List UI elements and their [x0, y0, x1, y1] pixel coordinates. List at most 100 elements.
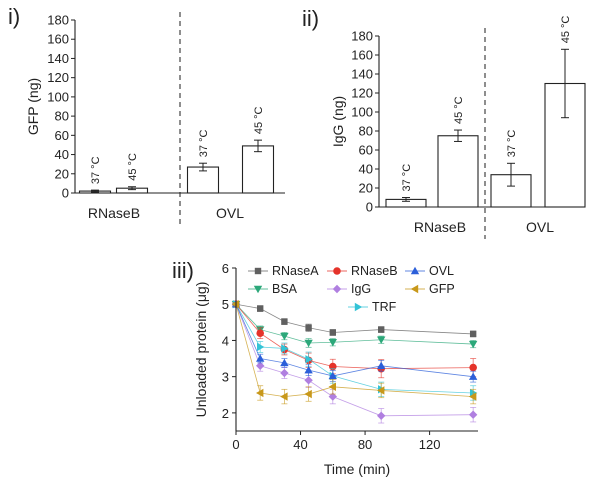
- x-tick-label: 80: [358, 437, 372, 452]
- bar: [241, 145, 275, 194]
- data-point: [281, 318, 288, 325]
- bar-temperature-label: 37 °C: [506, 130, 518, 158]
- data-point: [304, 339, 313, 348]
- bar-temperature-label: 37 °C: [90, 156, 102, 184]
- x-tick-label: 40: [293, 437, 307, 452]
- group-label: RNaseB: [414, 219, 466, 235]
- y-tick-label: 3: [222, 370, 229, 385]
- bar-panel-1: i) 0 20 40 60 80 100 120 140 160 180 GFP (ng) 37 °C 4…: [8, 4, 285, 225]
- y-tick-label: 0: [366, 200, 373, 215]
- y-axis-label: Unloaded protein (μg): [193, 282, 209, 418]
- y-tick-label: 0: [62, 186, 69, 201]
- data-point: [377, 336, 386, 344]
- data-point: [328, 392, 337, 401]
- bar-temperature-label: 45 °C: [560, 16, 572, 44]
- data-point: [280, 358, 289, 367]
- data-point: [468, 410, 478, 419]
- data-point: [304, 389, 312, 399]
- panel-label: i): [8, 4, 20, 29]
- legend-label: GFP: [429, 282, 455, 296]
- bar-temperature-label: 45 °C: [253, 106, 265, 134]
- data-point: [468, 392, 477, 401]
- data-point: [377, 386, 385, 395]
- bar: [437, 135, 479, 208]
- x-tick-label: 120: [419, 437, 441, 452]
- data-point: [328, 382, 336, 392]
- y-tick-label: 100: [47, 89, 69, 104]
- series-line: [235, 304, 474, 397]
- panel-label: ii): [302, 6, 319, 31]
- y-axis-label: GFP (ng): [25, 78, 41, 135]
- panel-label: iii): [172, 258, 194, 283]
- data-point: [257, 342, 265, 352]
- series-IgG: [231, 300, 478, 424]
- y-tick-label: 6: [222, 261, 229, 276]
- y-tick-label: 2: [222, 406, 229, 421]
- y-tick-label: 100: [351, 105, 373, 120]
- group-label: OVL: [526, 219, 554, 235]
- y-tick-label: 20: [55, 166, 69, 181]
- series-GFP: [231, 300, 477, 405]
- y-tick-label: 160: [351, 48, 373, 63]
- data-point: [256, 388, 264, 398]
- bar-temperature-label: 37 °C: [198, 130, 210, 158]
- line-panel: iii) 2 3 4 5 6 0 40 80 120 Time (min) Unloaded prot…: [172, 258, 478, 477]
- group-label: RNaseB: [88, 205, 140, 221]
- y-tick-label: 180: [351, 29, 373, 44]
- data-point: [304, 376, 313, 385]
- y-tick-label: 80: [55, 109, 69, 124]
- y-tick-label: 140: [351, 67, 373, 82]
- data-point: [254, 267, 262, 275]
- legend-label: BSA: [272, 282, 298, 296]
- y-tick-label: 40: [359, 162, 373, 177]
- y-tick-label: 120: [351, 86, 373, 101]
- data-point: [329, 329, 336, 336]
- data-point: [280, 392, 288, 401]
- data-point: [377, 361, 386, 369]
- data-point: [410, 266, 420, 275]
- data-point: [281, 344, 289, 353]
- data-point: [256, 361, 265, 370]
- y-tick-label: 180: [47, 13, 69, 28]
- data-point: [469, 330, 477, 338]
- y-tick-label: 80: [359, 124, 373, 139]
- legend-label: TRF: [372, 300, 397, 314]
- data-point: [305, 324, 312, 331]
- legend-label: IgG: [351, 282, 371, 296]
- data-point: [304, 365, 313, 374]
- bar-panel-2: ii) 0 20 40 60 80 100 120 140 160 180 IgG (ng) 37 °C…: [302, 6, 586, 239]
- series-RNaseB: [232, 300, 477, 379]
- x-tick-label: 0: [232, 437, 239, 452]
- data-point: [328, 339, 337, 347]
- data-point: [305, 355, 313, 364]
- series-line: [235, 304, 474, 394]
- y-tick-label: 140: [47, 51, 69, 66]
- data-point: [280, 368, 289, 378]
- bar-temperature-label: 45 °C: [127, 153, 139, 181]
- y-tick-label: 20: [359, 181, 373, 196]
- series-BSA: [231, 301, 478, 349]
- data-point: [468, 340, 478, 349]
- data-point: [280, 332, 289, 341]
- y-tick-label: 40: [55, 147, 69, 162]
- series-line: [235, 303, 474, 345]
- y-tick-label: 60: [55, 128, 69, 143]
- y-tick-label: 60: [359, 143, 373, 158]
- series-OVL: [231, 300, 478, 383]
- bar-temperature-label: 37 °C: [401, 164, 413, 192]
- data-point: [468, 372, 478, 380]
- y-tick-label: 160: [47, 32, 69, 47]
- series-line: [235, 303, 474, 370]
- y-tick-label: 4: [222, 333, 229, 348]
- legend-label: RNaseA: [272, 264, 319, 278]
- y-tick-label: 5: [222, 297, 229, 312]
- data-point: [332, 284, 342, 294]
- data-point: [469, 363, 477, 372]
- data-point: [256, 329, 265, 338]
- data-point: [253, 285, 263, 294]
- x-axis-label: Time (min): [324, 461, 390, 477]
- series-line: [235, 304, 474, 417]
- data-point: [410, 284, 419, 294]
